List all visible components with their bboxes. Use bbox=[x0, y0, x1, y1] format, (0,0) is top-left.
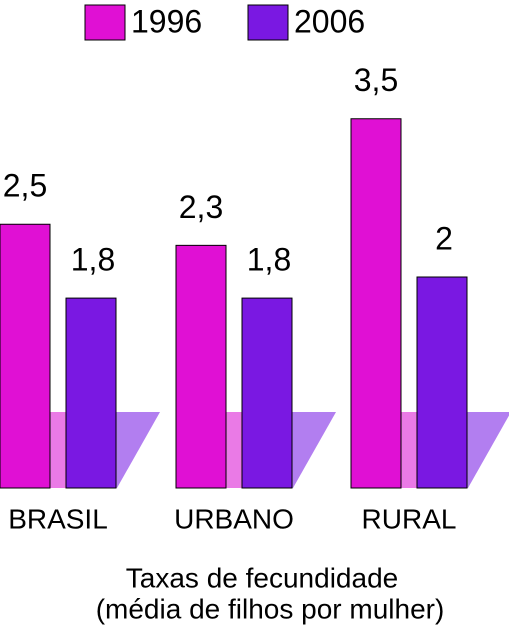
bar bbox=[65, 297, 117, 489]
legend-swatch bbox=[247, 4, 289, 41]
x-label: (média de filhos por mulher) bbox=[96, 593, 445, 624]
x-label: Taxas de fecundidade bbox=[126, 562, 398, 593]
shadow bbox=[226, 412, 242, 488]
value-label: 1,8 bbox=[247, 242, 291, 278]
shadow bbox=[50, 412, 66, 488]
value-label: 3,5 bbox=[354, 62, 398, 98]
legend-label: 2006 bbox=[294, 3, 365, 39]
x-tick-label: URBANO bbox=[174, 503, 294, 534]
bar bbox=[416, 276, 468, 489]
bar bbox=[241, 297, 293, 489]
legend-swatch bbox=[84, 4, 126, 41]
value-label: 2 bbox=[435, 220, 453, 256]
shadow bbox=[401, 412, 417, 488]
x-tick-label: RURAL bbox=[362, 503, 457, 534]
bar bbox=[175, 244, 227, 489]
bar bbox=[0, 223, 51, 489]
bar bbox=[350, 118, 402, 489]
legend-label: 1996 bbox=[131, 3, 202, 39]
value-label: 1,8 bbox=[71, 242, 115, 278]
value-label: 2,5 bbox=[3, 168, 47, 204]
value-label: 2,3 bbox=[179, 189, 223, 225]
x-tick-label: BRASIL bbox=[8, 503, 108, 534]
